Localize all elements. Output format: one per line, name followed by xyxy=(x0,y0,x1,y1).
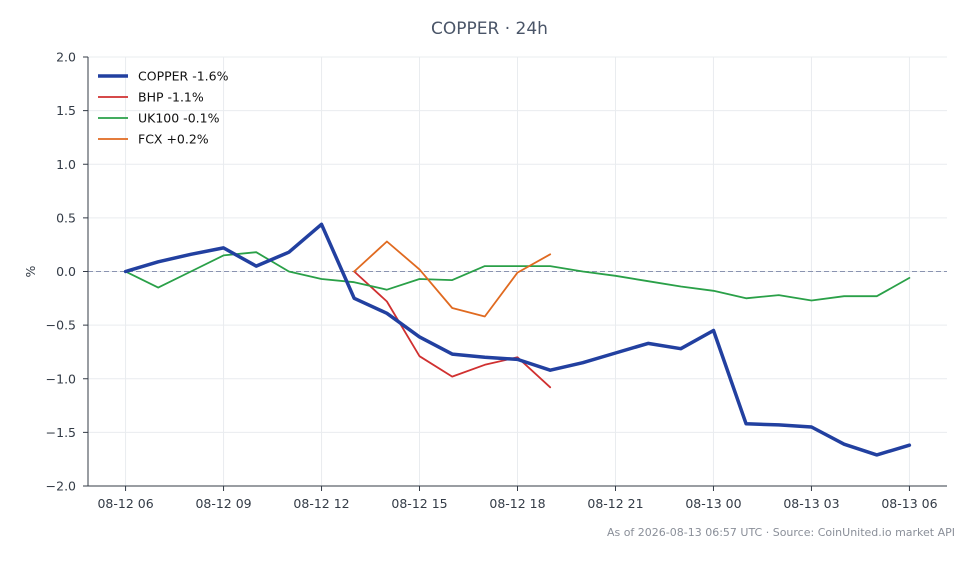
x-tick-label: 08-12 12 xyxy=(293,496,349,511)
legend-label: COPPER -1.6% xyxy=(138,69,229,84)
chart-title: COPPER · 24h xyxy=(431,19,548,39)
legend-label: UK100 -0.1% xyxy=(138,111,220,126)
x-tick-label: 08-12 15 xyxy=(391,496,447,511)
x-tick-label: 08-12 06 xyxy=(97,496,153,511)
x-tick-label: 08-12 09 xyxy=(195,496,251,511)
y-tick-label: 1.0 xyxy=(56,157,76,172)
y-tick-label: 0.0 xyxy=(56,264,76,279)
x-tick-label: 08-13 00 xyxy=(685,496,741,511)
y-tick-label: −0.5 xyxy=(46,318,76,333)
x-tick-label: 08-13 06 xyxy=(881,496,937,511)
legend-label: FCX +0.2% xyxy=(138,132,209,147)
series-line-fcx xyxy=(353,240,552,318)
x-tick-label: 08-12 21 xyxy=(587,496,643,511)
series-layer xyxy=(123,222,912,457)
series-line-copper xyxy=(123,222,912,457)
footer-source-note: As of 2026-08-13 06:57 UTC · Source: Coi… xyxy=(606,526,955,539)
x-tick-label: 08-13 03 xyxy=(783,496,839,511)
series-line-uk100 xyxy=(124,251,911,302)
y-tick-label: −2.0 xyxy=(46,479,76,494)
legend: COPPER -1.6% BHP -1.1% UK100 -0.1% FCX +0.2… xyxy=(98,69,229,147)
x-tick-label: 08-12 18 xyxy=(489,496,545,511)
y-tick-label: −1.5 xyxy=(46,425,76,440)
legend-label: BHP -1.1% xyxy=(138,90,204,105)
y-axis-label: % xyxy=(23,265,38,277)
y-tick-label: −1.0 xyxy=(46,371,76,386)
y-tick-label: 2.0 xyxy=(56,50,76,65)
ticks-layer: −2.0 −1.5 −1.0 −0.5 0.0 0.5 1.0 1.5 2.0 08-12 06 0… xyxy=(23,50,938,512)
y-tick-label: 1.5 xyxy=(56,103,76,118)
y-tick-label: 0.5 xyxy=(56,210,76,225)
series-line-bhp xyxy=(353,270,552,389)
